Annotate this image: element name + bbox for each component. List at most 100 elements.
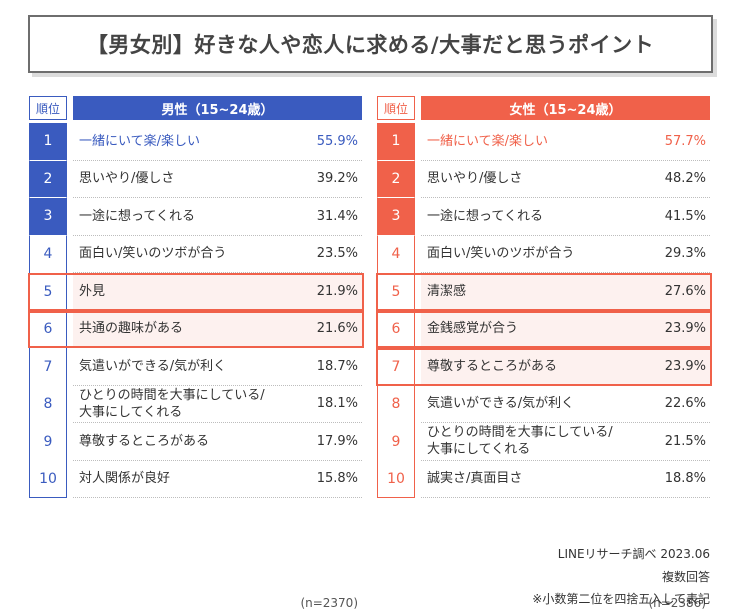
male-item-label: 外見 [79,283,106,299]
female-item-label: 気遣いができる/気が利く [427,396,575,412]
male-item-label: 一途に想ってくれる [79,208,195,224]
male-rank-cell: 9 [29,423,67,461]
female-item-label: ひとりの時間を大事にしている/ 大事にしてくれる [427,425,613,458]
male-highlight-box-rank-6 [28,310,364,348]
male-rank-cell: 2 [29,160,67,198]
female-item-value: 23.9% [664,321,706,337]
female-item-label: 面白い/笑いのツボが合う [427,246,575,262]
female-row-body: 気遣いができる/気が利く 22.6% [421,386,710,423]
female-row-body: 金銭感覚が合う 23.9% [421,310,710,348]
female-rank-cell: 8 [377,385,415,423]
female-highlight-box-rank-6 [376,310,712,348]
source-note: LINEリサーチ調べ 2023.06 [557,547,710,561]
male-row-body: ひとりの時間を大事にしている/ 大事にしてくれる 18.1% [73,386,362,423]
male-item-label: 一緒にいて楽/楽しい [79,133,200,149]
female-rank-cell: 2 [377,160,415,198]
female-row-body: 清潔感 27.6% [421,273,710,311]
male-rank-cell: 10 [29,460,67,498]
male-row-rank-6: 6 共通の趣味がある 21.6% [29,310,362,348]
male-row-rank-9: 9 尊敬するところがある 17.9% [29,423,362,461]
female-table-header: 女性（15~24歳） [421,96,710,120]
female-row-rank-2: 2 思いやり/優しさ 48.2% [377,160,710,198]
male-row-rank-7: 7 気遣いができる/気が利く 18.7% [29,348,362,386]
female-item-label: 思いやり/優しさ [427,171,523,187]
female-row-body: 尊敬するところがある 23.9% [421,348,710,386]
female-row-body: 思いやり/優しさ 48.2% [421,161,710,198]
female-rank-cell: 10 [377,460,415,498]
female-item-label: 尊敬するところがある [427,358,558,374]
male-item-label: 面白い/笑いのツボが合う [79,246,227,262]
answer-type-note: 複数回答 [661,570,710,584]
female-row-rank-7: 7 尊敬するところがある 23.9% [377,348,710,386]
female-rank-header: 順位 [377,96,415,120]
female-highlight-box-rank-5 [376,273,712,311]
female-row-rank-1: 1 一緒にいて楽/楽しい 57.7% [377,123,710,161]
female-rank-cell: 9 [377,423,415,461]
male-item-value: 17.9% [316,433,358,449]
female-item-value: 23.9% [664,358,706,374]
female-sample-size: (n=2386) [648,596,706,610]
male-rank-cell: 4 [29,235,67,273]
female-item-value: 57.7% [664,133,706,149]
male-item-value: 15.8% [316,471,358,487]
male-row-body: 一途に想ってくれる 31.4% [73,198,362,236]
female-row-rank-5: 5 清潔感 27.6% [377,273,710,311]
male-sample-size: (n=2370) [300,596,358,610]
male-row-body: 一緒にいて楽/楽しい 55.9% [73,123,362,161]
female-row-body: 一緒にいて楽/楽しい 57.7% [421,123,710,161]
male-row-body: 思いやり/優しさ 39.2% [73,161,362,198]
male-item-label: 尊敬するところがある [79,433,210,449]
male-row-rank-3: 3 一途に想ってくれる 31.4% [29,198,362,236]
rounding-note: ※小数第二位を四捨五入して表記 [532,592,710,606]
male-row-body: 気遣いができる/気が利く 18.7% [73,348,362,386]
male-row-rank-10: 10 対人関係が良好 15.8% [29,460,362,498]
male-rank-cell: 1 [29,123,67,161]
female-rank-cell: 3 [377,198,415,236]
male-item-value: 39.2% [316,171,358,187]
female-row-rank-10: 10 誠実さ/真面目さ 18.8% [377,460,710,498]
female-highlight-box-rank-7 [376,348,712,386]
male-item-value: 21.6% [316,321,358,337]
female-item-label: 誠実さ/真面目さ [427,471,523,487]
male-row-rank-8: 8 ひとりの時間を大事にしている/ 大事にしてくれる 18.1% [29,385,362,423]
male-item-label: ひとりの時間を大事にしている/ 大事にしてくれる [79,387,265,420]
female-item-value: 21.5% [664,433,706,449]
female-row-rank-9: 9 ひとりの時間を大事にしている/ 大事にしてくれる 21.5% [377,423,710,461]
male-row-rank-5: 5 外見 21.9% [29,273,362,311]
female-row-rank-6: 6 金銭感覚が合う 23.9% [377,310,710,348]
male-item-value: 23.5% [316,246,358,262]
chart-title: 【男女別】好きな人や恋人に求める/大事だと思うポイント [28,15,713,73]
male-item-value: 31.4% [316,208,358,224]
male-item-value: 55.9% [316,133,358,149]
female-row-body: ひとりの時間を大事にしている/ 大事にしてくれる 21.5% [421,423,710,461]
male-item-label: 思いやり/優しさ [79,171,175,187]
female-item-label: 一途に想ってくれる [427,208,543,224]
male-item-value: 18.7% [316,358,358,374]
male-item-label: 気遣いができる/気が利く [79,358,227,374]
male-row-body: 対人関係が良好 15.8% [73,461,362,498]
female-row-body: 面白い/笑いのツボが合う 29.3% [421,236,710,273]
male-row-rank-4: 4 面白い/笑いのツボが合う 23.5% [29,235,362,273]
male-item-label: 共通の趣味がある [79,321,184,337]
female-item-value: 22.6% [664,396,706,412]
female-item-value: 29.3% [664,246,706,262]
female-rank-cell: 4 [377,235,415,273]
female-row-rank-4: 4 面白い/笑いのツボが合う 29.3% [377,235,710,273]
male-row-body: 外見 21.9% [73,273,362,311]
male-highlight-box-rank-5 [28,273,364,311]
male-rank-cell: 3 [29,198,67,236]
female-item-value: 18.8% [664,471,706,487]
male-row-body: 共通の趣味がある 21.6% [73,310,362,348]
female-item-value: 41.5% [664,208,706,224]
female-item-label: 清潔感 [427,283,467,299]
male-item-value: 21.9% [316,283,358,299]
female-row-rank-8: 8 気遣いができる/気が利く 22.6% [377,385,710,423]
female-row-body: 誠実さ/真面目さ 18.8% [421,461,710,498]
male-row-rank-1: 1 一緒にいて楽/楽しい 55.9% [29,123,362,161]
male-row-body: 面白い/笑いのツボが合う 23.5% [73,236,362,273]
female-item-value: 27.6% [664,283,706,299]
female-rank-cell: 1 [377,123,415,161]
male-rank-cell: 8 [29,385,67,423]
female-row-rank-3: 3 一途に想ってくれる 41.5% [377,198,710,236]
female-item-label: 金銭感覚が合う [427,321,519,337]
